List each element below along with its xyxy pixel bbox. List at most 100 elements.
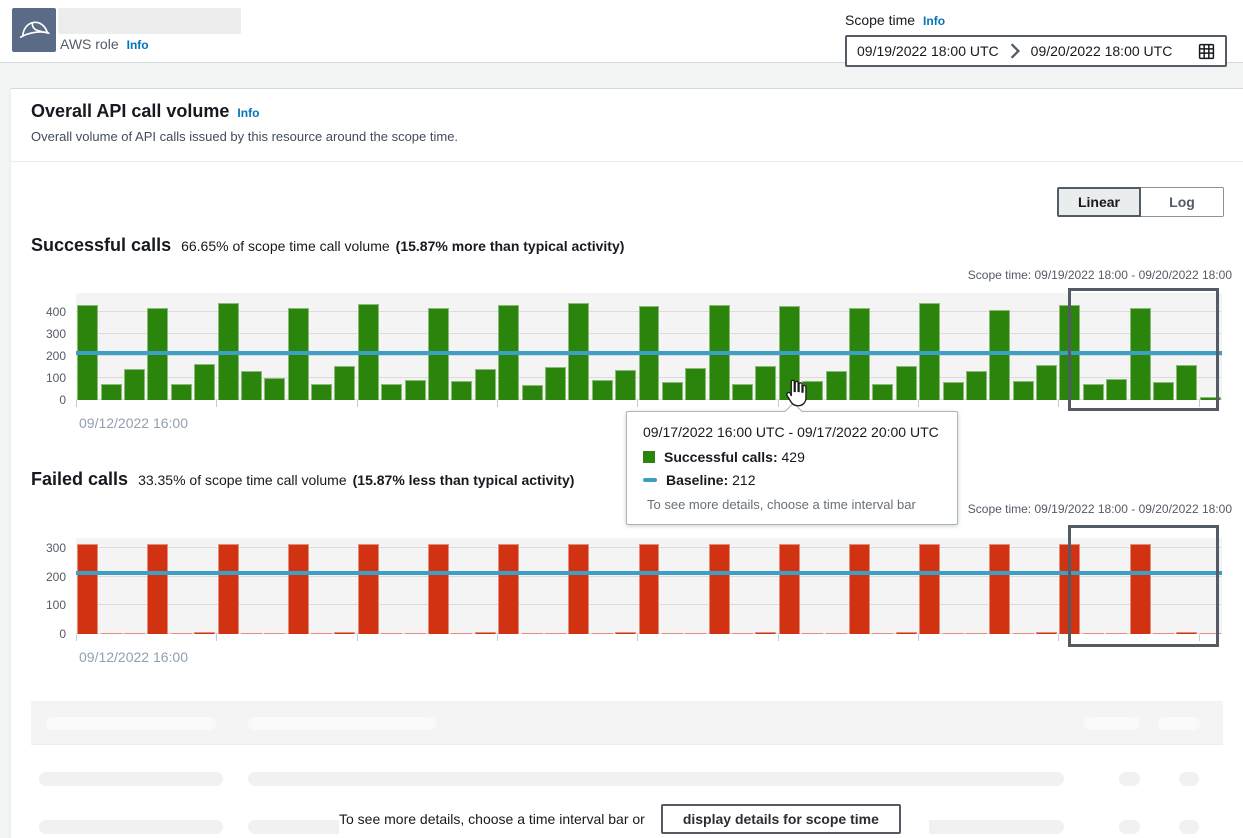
x-axis-tick (918, 634, 919, 641)
time-interval-bar[interactable] (615, 632, 636, 634)
skeleton-pill (1084, 717, 1140, 730)
time-interval-bar[interactable] (872, 633, 893, 634)
time-interval-bar[interactable] (1013, 633, 1034, 634)
time-interval-bar[interactable] (872, 384, 893, 401)
log-toggle-button[interactable]: Log (1141, 187, 1224, 217)
time-interval-bar[interactable] (615, 370, 636, 400)
time-interval-bar[interactable] (545, 633, 566, 634)
panel-info-link[interactable]: Info (237, 106, 259, 120)
time-interval-bar[interactable] (475, 632, 496, 634)
time-interval-bar[interactable] (966, 371, 987, 400)
time-interval-bar[interactable] (662, 382, 683, 400)
time-interval-bar[interactable] (826, 633, 847, 634)
time-interval-bar[interactable] (124, 633, 145, 634)
scope-time-info-link[interactable]: Info (923, 14, 945, 28)
time-interval-bar[interactable] (639, 544, 660, 634)
x-axis-tick (778, 400, 779, 407)
time-interval-bar[interactable] (545, 367, 566, 400)
time-interval-bar[interactable] (1036, 365, 1057, 400)
scope-time-range-picker[interactable]: 09/19/2022 18:00 UTC 09/20/2022 18:00 UT… (845, 35, 1227, 67)
time-interval-bar[interactable] (989, 544, 1010, 634)
time-interval-bar[interactable] (943, 382, 964, 400)
time-interval-bar[interactable] (405, 633, 426, 634)
time-interval-bar[interactable] (755, 632, 776, 634)
time-interval-bar[interactable] (943, 633, 964, 634)
time-interval-bar[interactable] (451, 381, 472, 400)
time-interval-bar[interactable] (475, 369, 496, 400)
time-interval-bar[interactable] (288, 544, 309, 634)
skeleton-pill (1119, 820, 1140, 834)
time-interval-bar[interactable] (147, 544, 168, 634)
failed-calls-chart[interactable] (76, 538, 1222, 634)
time-interval-bar[interactable] (592, 633, 613, 634)
time-interval-bar[interactable] (428, 544, 449, 634)
scope-end-date[interactable]: 09/20/2022 18:00 UTC (1031, 43, 1173, 59)
time-interval-bar[interactable] (264, 378, 285, 400)
time-interval-bar[interactable] (101, 384, 122, 401)
time-interval-bar[interactable] (919, 544, 940, 634)
failed-calls-subtitle: 33.35% of scope time call volume (138, 472, 347, 488)
time-interval-bar[interactable] (77, 544, 98, 634)
time-interval-bar[interactable] (405, 380, 426, 400)
time-interval-bar[interactable] (1013, 381, 1034, 400)
aws-role-info-link[interactable]: Info (127, 38, 149, 52)
time-interval-bar[interactable] (966, 633, 987, 634)
time-interval-bar[interactable] (264, 633, 285, 634)
time-interval-bar[interactable] (241, 371, 262, 400)
time-interval-bar[interactable] (171, 384, 192, 401)
time-interval-bar[interactable] (592, 380, 613, 400)
time-interval-bar[interactable] (896, 366, 917, 400)
time-interval-bar[interactable] (194, 364, 215, 400)
time-interval-bar[interactable] (709, 544, 730, 634)
time-interval-bar[interactable] (685, 368, 706, 400)
tooltip-time-range: 09/17/2022 16:00 UTC - 09/17/2022 20:00 … (643, 424, 941, 440)
time-interval-bar[interactable] (124, 369, 145, 400)
top-bar: AWS roleInfo Scope timeInfo 09/19/2022 1… (0, 0, 1243, 63)
successful-series-swatch-icon (643, 451, 655, 463)
time-interval-bar[interactable] (685, 633, 706, 634)
successful-calls-chart[interactable] (76, 293, 1222, 400)
time-interval-bar[interactable] (1036, 632, 1057, 634)
tooltip-series-value: 429 (782, 449, 805, 465)
time-interval-bar[interactable] (732, 384, 753, 401)
successful-calls-heading: Successful calls66.65% of scope time cal… (31, 235, 624, 256)
time-interval-bar[interactable] (194, 632, 215, 634)
time-interval-bar[interactable] (334, 632, 355, 634)
scale-toggle: Linear Log (1057, 187, 1224, 217)
time-interval-bar[interactable] (755, 366, 776, 400)
time-interval-bar[interactable] (732, 633, 753, 634)
skeleton-pill (248, 717, 436, 730)
x-axis-tick (357, 634, 358, 641)
time-interval-bar[interactable] (451, 633, 472, 634)
time-interval-bar[interactable] (849, 544, 870, 634)
time-interval-bar[interactable] (218, 544, 239, 634)
time-interval-bar[interactable] (101, 633, 122, 634)
x-axis-tick (76, 634, 77, 641)
time-interval-bar[interactable] (334, 366, 355, 400)
time-interval-bar[interactable] (311, 633, 332, 634)
failed-calls-heading: Failed calls33.35% of scope time call vo… (31, 469, 574, 490)
time-interval-bar[interactable] (522, 385, 543, 400)
time-interval-bar[interactable] (802, 633, 823, 634)
time-interval-bar[interactable] (662, 633, 683, 634)
linear-toggle-button[interactable]: Linear (1057, 187, 1141, 217)
y-axis-tick-label: 0 (26, 393, 66, 407)
time-interval-bar[interactable] (311, 384, 332, 401)
time-interval-bar[interactable] (381, 633, 402, 634)
time-interval-bar[interactable] (498, 544, 519, 634)
x-axis-tick (918, 400, 919, 407)
calendar-icon[interactable] (1198, 43, 1215, 60)
time-interval-bar[interactable] (896, 632, 917, 634)
time-interval-bar[interactable] (522, 633, 543, 634)
time-interval-bar[interactable] (826, 371, 847, 400)
scope-start-date[interactable]: 09/19/2022 18:00 UTC (857, 43, 999, 59)
time-interval-bar[interactable] (171, 633, 192, 634)
time-interval-bar[interactable] (568, 544, 589, 634)
time-interval-bar[interactable] (358, 544, 379, 634)
details-footer: To see more details, choose a time inter… (339, 801, 929, 837)
time-interval-bar[interactable] (241, 633, 262, 634)
y-axis-tick-label: 0 (26, 627, 66, 641)
time-interval-bar[interactable] (779, 544, 800, 634)
time-interval-bar[interactable] (381, 384, 402, 401)
display-details-button[interactable]: display details for scope time (661, 804, 901, 834)
